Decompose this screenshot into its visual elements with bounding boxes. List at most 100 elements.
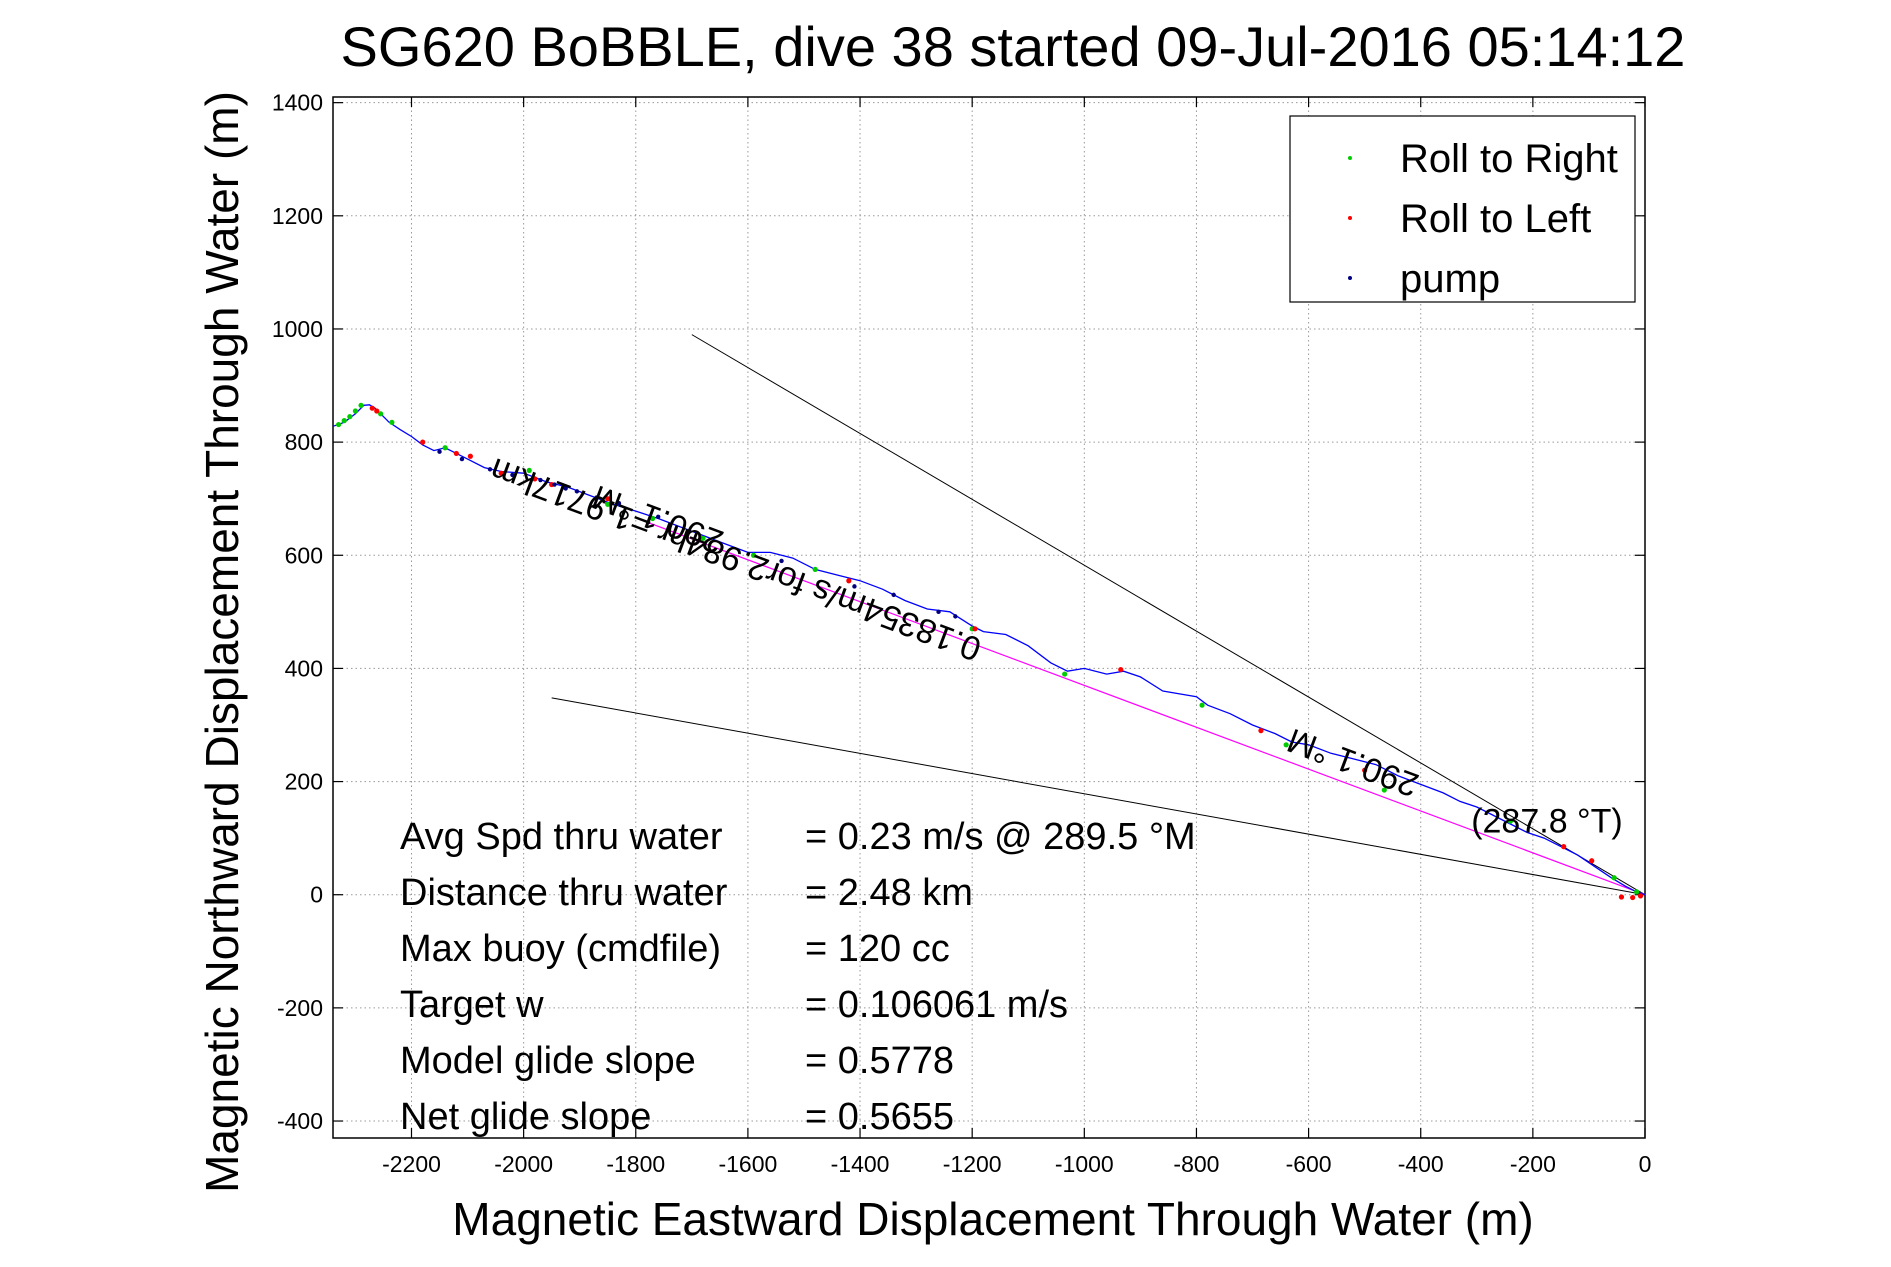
roll-right-point	[1381, 787, 1387, 793]
stats-value: = 0.5655	[805, 1096, 954, 1138]
y-tick-label: 600	[285, 542, 323, 568]
displacement-track	[332, 404, 1646, 896]
cone-line	[691, 334, 1646, 896]
x-tick-label: -2200	[382, 1151, 441, 1177]
stats-value: = 0.23 m/s @ 289.5 °M	[805, 816, 1196, 858]
stats-value: = 0.5778	[805, 1040, 954, 1082]
y-axis-label: Magnetic Northward Displacement Through …	[196, 91, 248, 1193]
roll-left-point	[467, 453, 473, 459]
roll-right-point	[358, 402, 364, 408]
roll-right-point	[1283, 742, 1289, 748]
roll-left-point	[1630, 894, 1636, 901]
roll-left-point	[1589, 858, 1595, 864]
pump-point	[510, 472, 515, 478]
roll-left-point	[532, 476, 538, 482]
roll-right-point	[812, 566, 818, 573]
roll-left-point	[1362, 767, 1368, 773]
roll-right-point	[526, 467, 532, 474]
legend-entry: pump	[1400, 257, 1500, 301]
roll-right-point	[1611, 875, 1617, 881]
roll-right-point	[1633, 889, 1640, 895]
points	[336, 402, 1644, 901]
stats-value: = 120 cc	[805, 928, 950, 970]
roll-right-point	[378, 411, 384, 417]
roll-right-point	[700, 535, 706, 541]
roll-left-point	[1637, 893, 1644, 899]
x-tick-label: -1800	[606, 1151, 665, 1177]
stats-label: Avg Spd thru water	[400, 816, 723, 858]
legend-entry: Roll to Right	[1400, 137, 1618, 181]
pump-point	[891, 592, 896, 598]
y-tick-label: 400	[285, 655, 323, 681]
roll-left-point	[1118, 666, 1124, 673]
roll-left-point	[1618, 894, 1625, 900]
y-tick-label: 200	[285, 769, 323, 795]
x-tick-label: -2000	[494, 1151, 553, 1177]
roll-right-point	[341, 418, 347, 424]
legend-box	[1289, 115, 1636, 303]
x-tick-label: -400	[1398, 1151, 1444, 1177]
stats-value: = 2.48 km	[805, 872, 973, 914]
roll-right-point	[605, 501, 611, 507]
cone-line	[551, 697, 1646, 896]
pump-point	[563, 486, 568, 491]
pump-point	[594, 495, 599, 500]
legend-marker	[1348, 156, 1352, 160]
pump-point	[538, 477, 543, 483]
y-tick-label: 0	[310, 882, 323, 908]
legend-marker	[1348, 216, 1352, 220]
stats-label: Target w	[400, 984, 544, 1026]
x-tick-label: -600	[1286, 1151, 1332, 1177]
roll-right-point	[389, 419, 395, 425]
pump-point	[487, 467, 493, 472]
roll-right-point	[1199, 702, 1205, 708]
roll-left-point	[453, 450, 459, 457]
legend-entry: Roll to Left	[1400, 197, 1591, 241]
x-tick-label: 0	[1639, 1151, 1652, 1177]
roll-right-point	[1507, 818, 1514, 824]
roll-left-point	[605, 496, 611, 502]
pump-point	[655, 514, 661, 519]
plot-annotation: (287.8 °T)	[1471, 803, 1623, 841]
y-tick-label: 800	[285, 429, 323, 455]
pump-point	[852, 584, 857, 589]
stats-block: Avg Spd thru water = 0.23 m/s @ 289.5 °M D…	[400, 816, 1196, 1138]
roll-right-point	[1062, 671, 1068, 677]
roll-right-point	[347, 414, 353, 420]
x-axis-label: Magnetic Eastward Displacement Through W…	[452, 1193, 1533, 1245]
x-tick-label: -200	[1510, 1151, 1556, 1177]
pump-point	[459, 456, 465, 462]
y-tick-label: -400	[277, 1108, 323, 1134]
stats-label: Model glide slope	[400, 1040, 696, 1082]
y-tick-label: 1200	[272, 203, 323, 229]
axes: -2200 -2000 -1800 -1600 -1400 -1200 -1000 -800-…	[272, 90, 1652, 1177]
mean-heading-line	[635, 517, 1646, 896]
roll-left-point	[846, 578, 852, 584]
roll-left-point	[498, 470, 504, 476]
roll-left-point	[374, 408, 380, 414]
roll-left-point	[369, 405, 375, 411]
x-tick-label: -1600	[718, 1151, 777, 1177]
roll-right-point	[442, 445, 448, 451]
roll-left-point	[1258, 728, 1264, 734]
pump-point	[437, 449, 442, 454]
legend-marker	[1348, 276, 1352, 280]
pump-point	[936, 609, 941, 615]
stats-value: = 0.106061 m/s	[805, 984, 1068, 1026]
roll-right-point	[352, 408, 359, 414]
roll-left-point	[972, 626, 978, 632]
x-tick-label: -1000	[1055, 1151, 1114, 1177]
y-tick-label: 1000	[272, 316, 323, 342]
pump-point	[552, 482, 557, 487]
roll-right-point	[649, 515, 656, 522]
pump-point	[779, 558, 784, 564]
roll-left-point	[1561, 844, 1567, 850]
y-tick-label: -200	[277, 995, 323, 1021]
pump-point	[953, 614, 958, 619]
plot-frame	[332, 96, 1646, 1139]
x-tick-label: -1200	[943, 1151, 1002, 1177]
pump-point	[574, 489, 580, 494]
roll-left-point	[420, 439, 426, 445]
